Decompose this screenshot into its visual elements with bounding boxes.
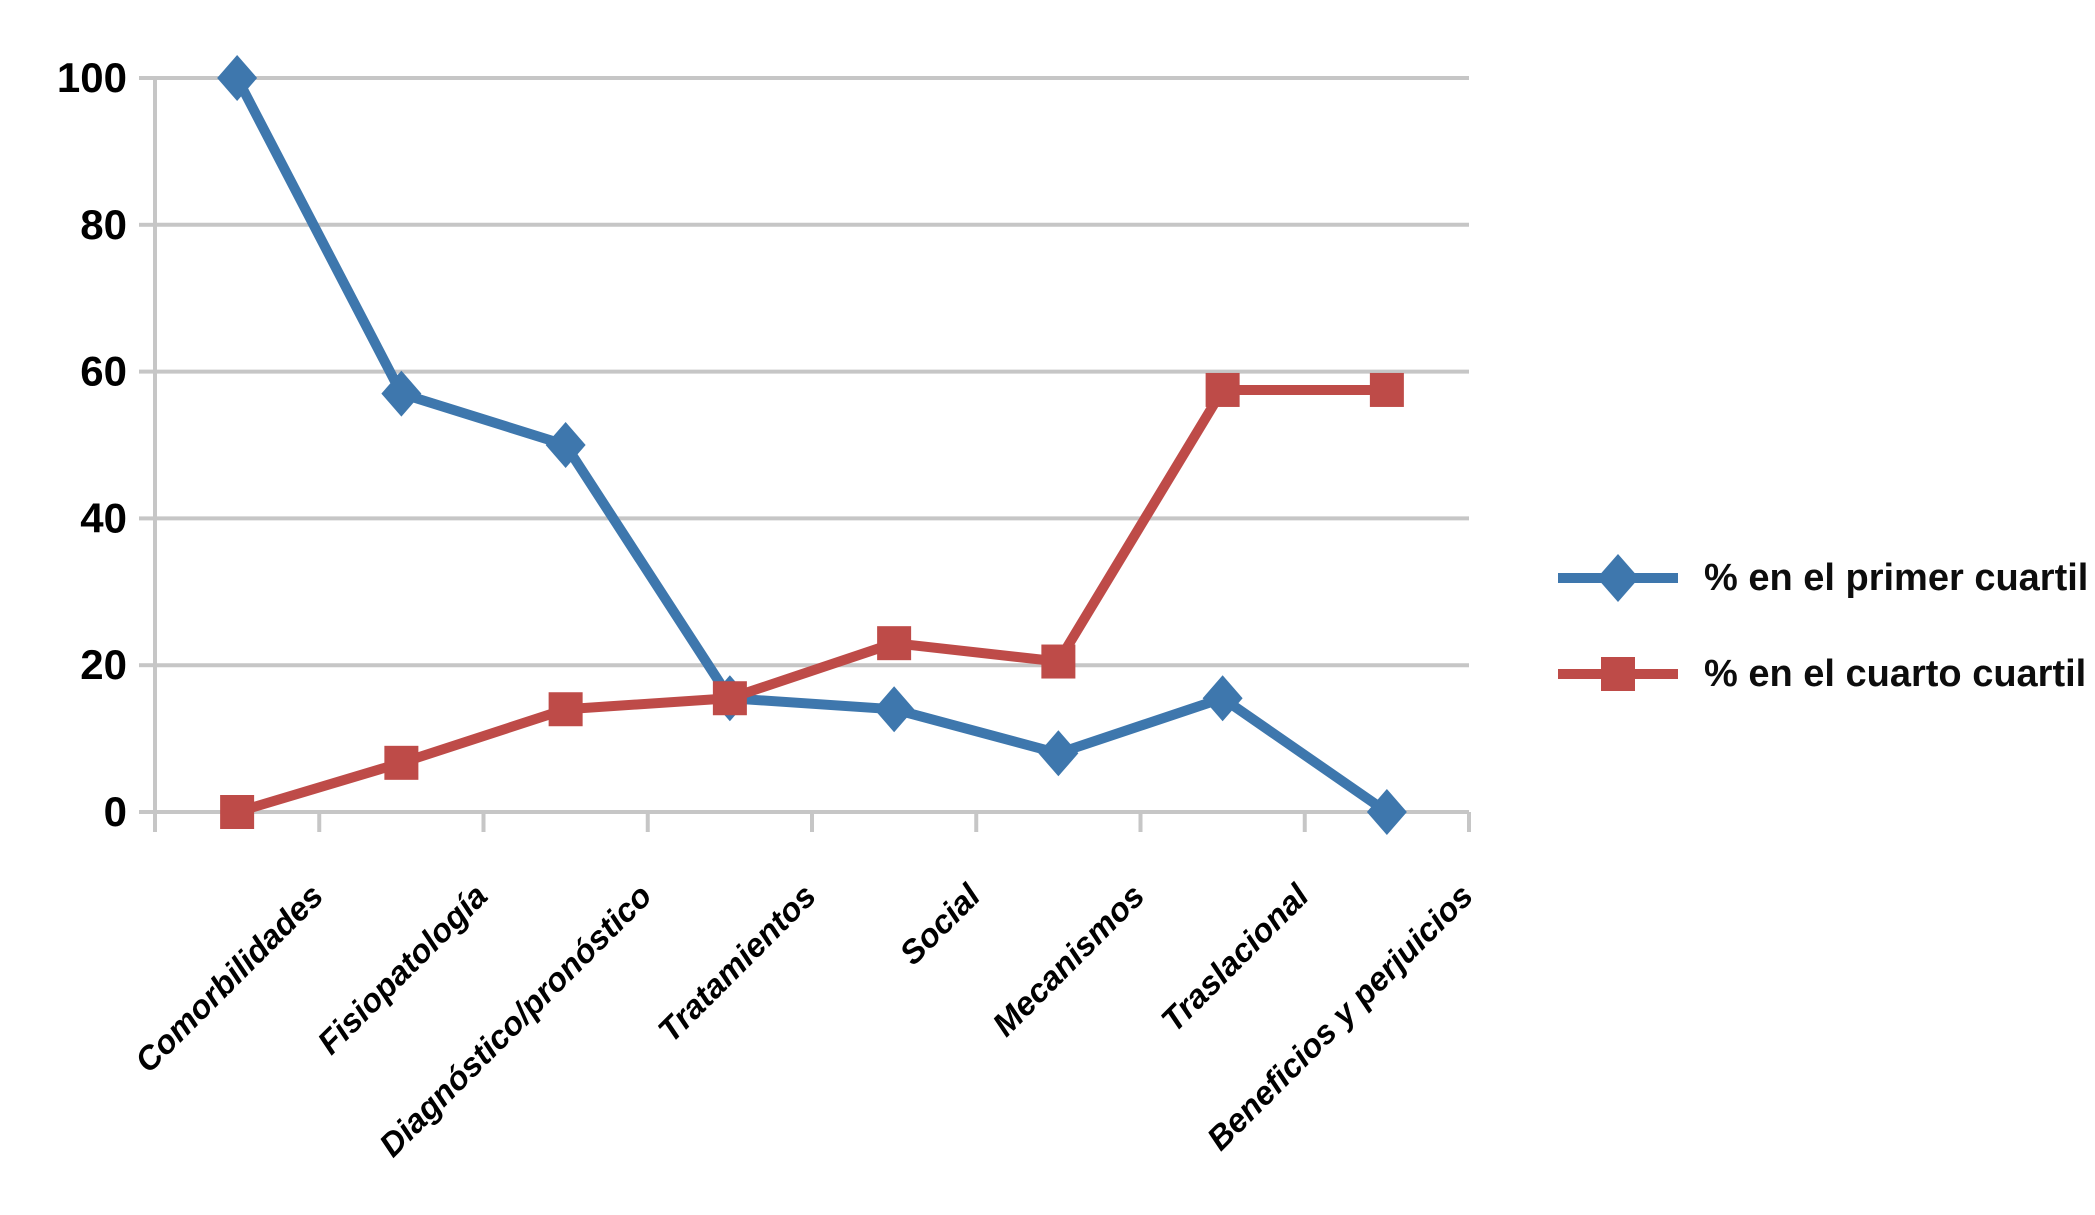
data-point-primer-cuartil-0 (217, 55, 258, 101)
x-category-label: Mecanismos (985, 877, 1151, 1043)
data-point-primer-cuartil-7 (1366, 789, 1407, 835)
legend-item-label: % en el primer cuartil (1704, 556, 2089, 599)
legend: % en el primer cuartil % en el cuarto cu… (1558, 550, 2088, 702)
x-category-label: Comorbilidades (128, 877, 330, 1079)
series-line-cuarto-cuartil (235, 384, 1387, 817)
legend-marker-diamond-icon (1558, 554, 1678, 602)
data-point-primer-cuartil-6 (1202, 675, 1243, 722)
x-category-label: Fisiopatología (310, 877, 494, 1061)
legend-diamond-glyph (1597, 554, 1639, 602)
y-tick-label: 100 (57, 54, 127, 101)
y-tick-label: 80 (80, 201, 127, 248)
data-point-cuarto-cuartil-6 (1205, 372, 1240, 407)
legend-marker-square-icon (1558, 657, 1678, 691)
y-tick-label: 40 (80, 494, 127, 541)
data-point-primer-cuartil-5 (1038, 730, 1079, 777)
y-tick-label: 0 (104, 788, 127, 835)
legend-item-cuarto-cuartil: % en el cuarto cuartil (1558, 646, 2088, 702)
data-point-primer-cuartil-2 (545, 422, 586, 468)
legend-item-primer-cuartil: % en el primer cuartil (1558, 550, 2088, 606)
data-point-cuarto-cuartil-2 (548, 692, 583, 727)
data-point-cuarto-cuartil-4 (877, 626, 912, 661)
legend-square-glyph (1601, 657, 1635, 691)
data-point-cuarto-cuartil-1 (384, 745, 419, 780)
data-point-cuarto-cuartil-0 (220, 795, 255, 829)
data-point-primer-cuartil-1 (381, 370, 422, 417)
x-category-label: Diagnóstico/pronóstico (372, 877, 659, 1164)
legend-item-label: % en el cuarto cuartil (1704, 652, 2087, 695)
series-line-primer-cuartil (232, 75, 1390, 817)
x-category-label: Social (892, 876, 987, 971)
x-category-label: Tratamientos (651, 877, 823, 1049)
y-tick-label: 20 (80, 641, 127, 688)
data-point-primer-cuartil-4 (874, 686, 915, 733)
data-point-cuarto-cuartil-5 (1041, 644, 1076, 679)
x-category-label: Beneficios y perjuicios (1199, 877, 1479, 1157)
x-category-label: Traslacional (1154, 876, 1317, 1039)
data-point-cuarto-cuartil-7 (1369, 372, 1404, 407)
data-point-cuarto-cuartil-3 (712, 681, 747, 716)
y-tick-label: 60 (80, 348, 127, 395)
